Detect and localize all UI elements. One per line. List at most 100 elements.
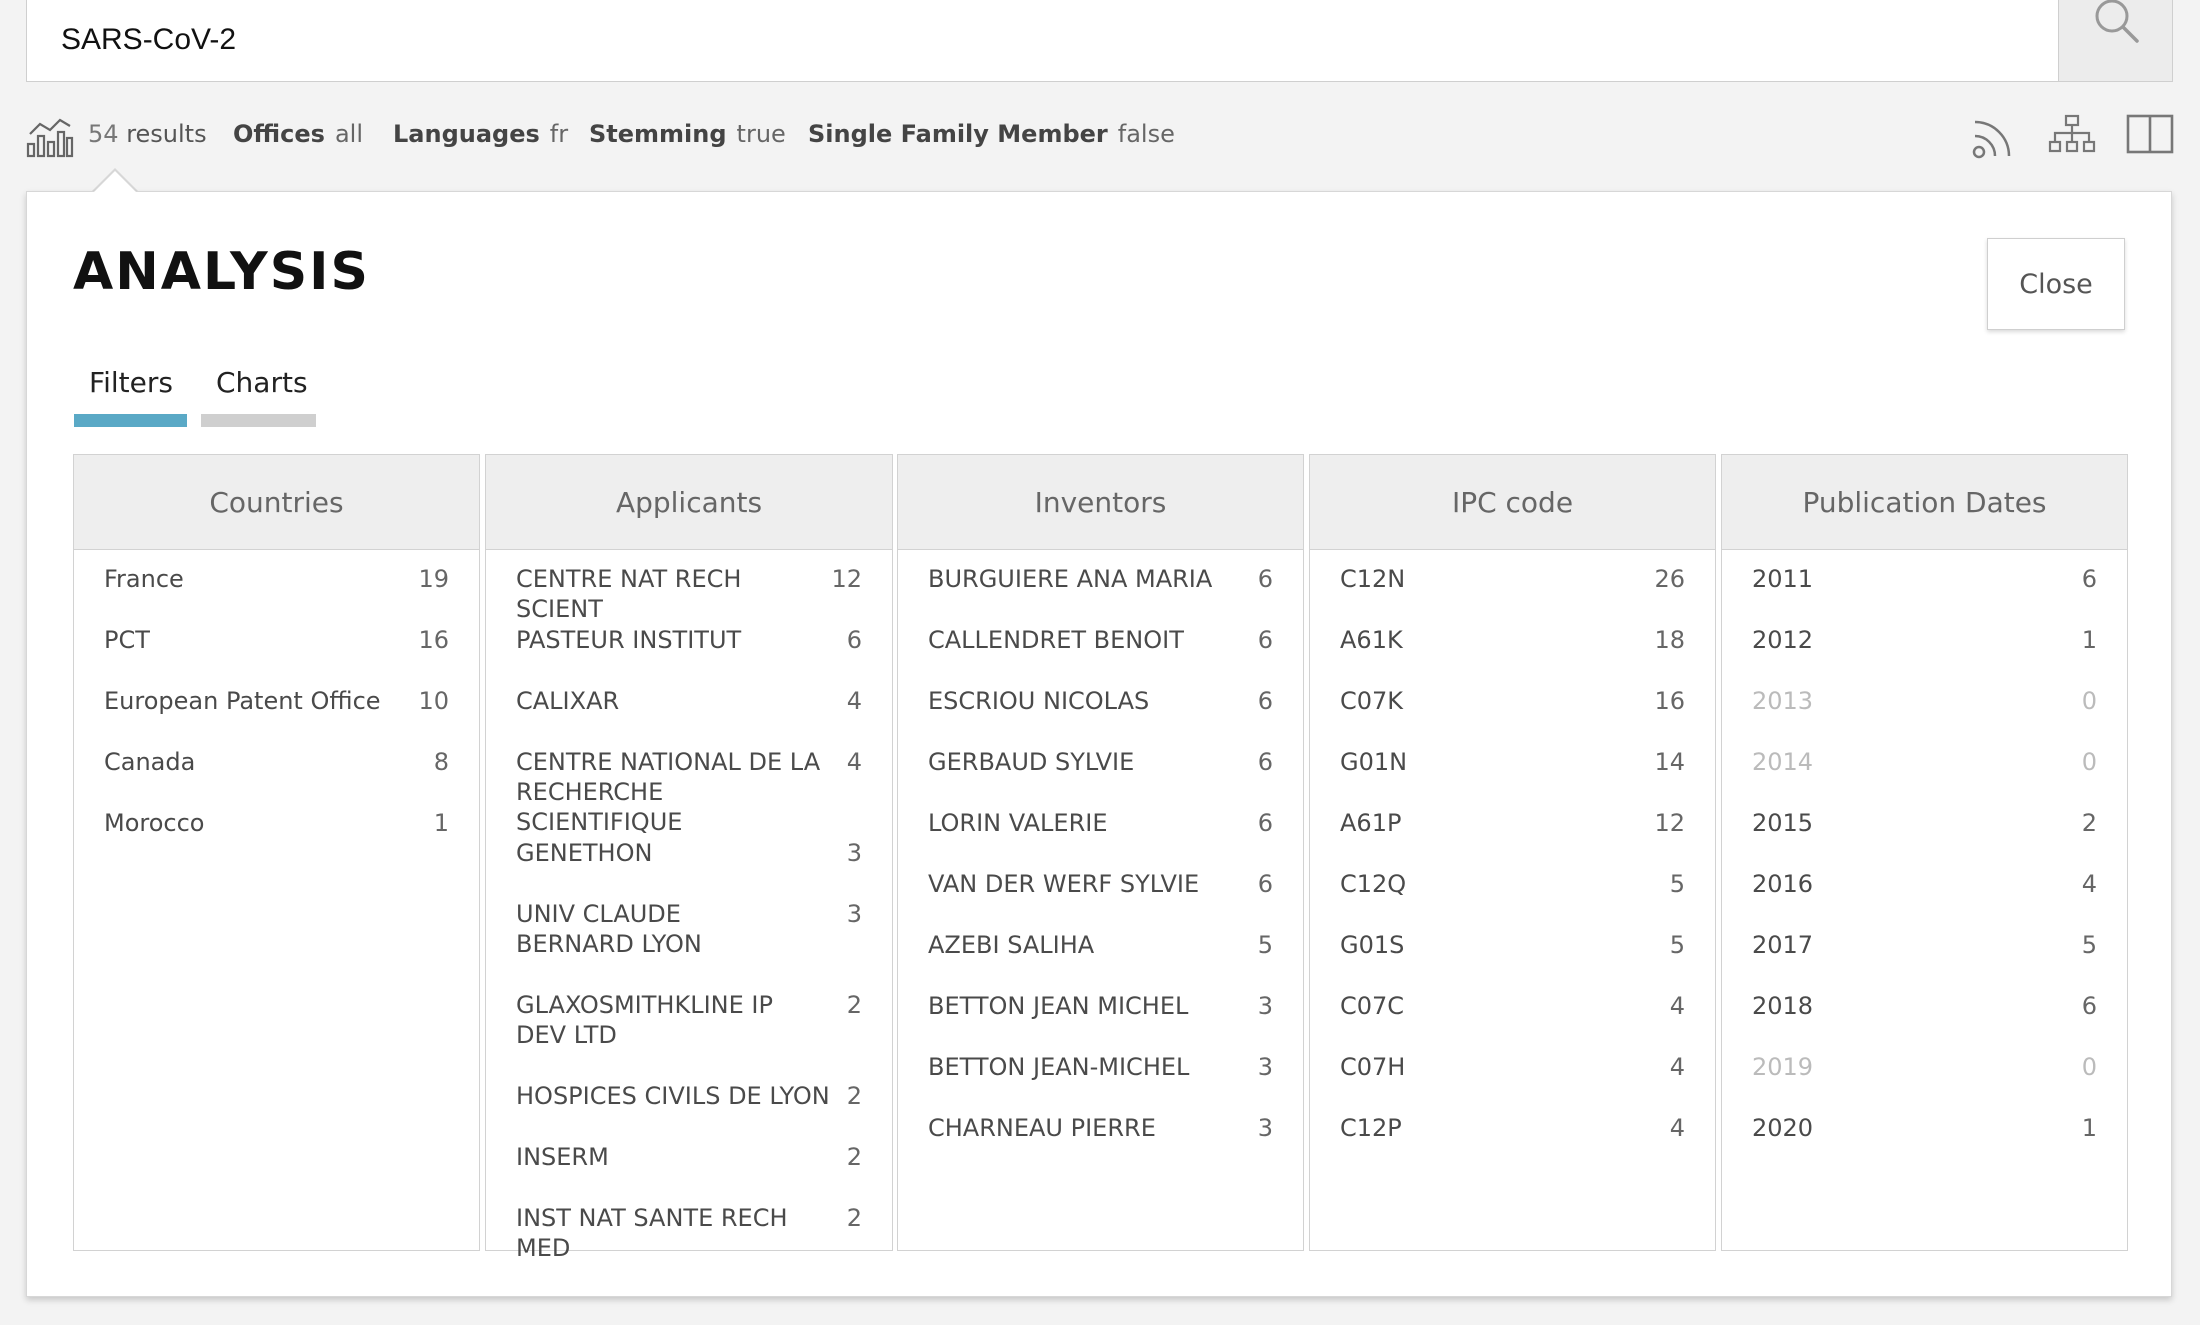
item-label: A61P <box>1340 809 1402 837</box>
item-label: C12P <box>1340 1114 1402 1142</box>
list-item[interactable]: 2015 2 <box>1722 808 2127 869</box>
list-item[interactable]: 2018 6 <box>1722 991 2127 1052</box>
list-item[interactable]: A61P 12 <box>1310 808 1715 869</box>
list-item[interactable]: European Patent Office 10 <box>74 686 479 747</box>
item-label: 2012 <box>1752 626 1814 654</box>
list-item[interactable]: BETTON JEAN MICHEL 3 <box>898 991 1303 1052</box>
item-label: A61K <box>1340 626 1403 654</box>
list-item[interactable]: CHARNEAU PIERRE 3 <box>898 1113 1303 1174</box>
hierarchy-icon[interactable] <box>2048 112 2096 156</box>
item-count: 5 <box>2081 931 2097 959</box>
list-item[interactable]: Canada 8 <box>74 747 479 808</box>
rss-icon[interactable] <box>1971 112 2021 160</box>
list-item[interactable]: UNIV CLAUDE BERNARD LYON 3 <box>486 899 892 990</box>
item-label: C07K <box>1340 687 1404 715</box>
inventors-column: Inventors BURGUIERE ANA MARIA 6 CALLENDRE… <box>897 454 1304 1251</box>
item-count: 4 <box>846 687 862 715</box>
item-label: GERBAUD SYLVIE <box>928 748 1135 776</box>
item-count: 2 <box>846 1204 862 1232</box>
list-item[interactable]: INST NAT SANTE RECH MED 2 <box>486 1203 892 1264</box>
item-label: G01S <box>1340 931 1405 959</box>
close-button[interactable]: Close <box>1987 238 2125 330</box>
languages-filter[interactable]: Languages fr <box>393 120 568 148</box>
item-count: 2 <box>846 991 862 1019</box>
results-label: results <box>126 120 207 148</box>
bar-chart-icon[interactable] <box>26 116 74 158</box>
publication-dates-header: Publication Dates <box>1722 455 2127 550</box>
list-item[interactable]: C07K 16 <box>1310 686 1715 747</box>
list-item[interactable]: LORIN VALERIE 6 <box>898 808 1303 869</box>
tab-charts[interactable]: Charts <box>216 366 308 399</box>
list-item[interactable]: 2016 4 <box>1722 869 2127 930</box>
list-item[interactable]: GERBAUD SYLVIE 6 <box>898 747 1303 808</box>
tab-filters-indicator[interactable] <box>74 414 187 427</box>
offices-value: all <box>334 120 364 148</box>
list-item[interactable]: Morocco 1 <box>74 808 479 869</box>
list-item[interactable]: 2011 6 <box>1722 564 2127 625</box>
item-label: AZEBI SALIHA <box>928 931 1095 959</box>
list-item[interactable]: 2012 1 <box>1722 625 2127 686</box>
stemming-key: Stemming <box>589 120 727 148</box>
item-label: C12Q <box>1340 870 1407 898</box>
item-count: 1 <box>2081 1114 2097 1142</box>
list-item[interactable]: France 19 <box>74 564 479 625</box>
list-item[interactable]: HOSPICES CIVILS DE LYON 2 <box>486 1081 892 1142</box>
tab-filters[interactable]: Filters <box>89 366 173 399</box>
list-item[interactable]: BETTON JEAN-MICHEL 3 <box>898 1052 1303 1113</box>
list-item[interactable]: CENTRE NATIONAL DE LA RECHERCHE SCIENTIF… <box>486 747 892 838</box>
list-item[interactable]: C12N 26 <box>1310 564 1715 625</box>
list-item[interactable]: PASTEUR INSTITUT 6 <box>486 625 892 686</box>
list-item[interactable]: G01S 5 <box>1310 930 1715 991</box>
list-item[interactable]: VAN DER WERF SYLVIE 6 <box>898 869 1303 930</box>
list-item[interactable]: CALIXAR 4 <box>486 686 892 747</box>
list-item[interactable]: 2020 1 <box>1722 1113 2127 1174</box>
item-label: C12N <box>1340 565 1406 593</box>
list-item[interactable]: C07C 4 <box>1310 991 1715 1052</box>
sfm-key: Single Family Member <box>808 120 1108 148</box>
offices-filter[interactable]: Offices all <box>233 120 363 148</box>
search-input[interactable] <box>61 0 2051 80</box>
search-button[interactable] <box>2058 0 2172 81</box>
item-count: 8 <box>433 748 449 776</box>
list-item[interactable]: PCT 16 <box>74 625 479 686</box>
item-count: 3 <box>1257 1114 1273 1142</box>
results-count: 54 results <box>88 120 207 148</box>
item-count: 12 <box>831 565 862 593</box>
item-count: 6 <box>2081 565 2097 593</box>
list-item[interactable]: CENTRE NAT RECH SCIENT 12 <box>486 564 892 625</box>
list-item[interactable]: G01N 14 <box>1310 747 1715 808</box>
split-view-icon[interactable] <box>2126 112 2174 156</box>
single-family-member-filter[interactable]: Single Family Member false <box>808 120 1175 148</box>
item-count: 6 <box>846 626 862 654</box>
list-item[interactable]: C12P 4 <box>1310 1113 1715 1174</box>
item-count: 16 <box>418 626 449 654</box>
list-item[interactable]: INSERM 2 <box>486 1142 892 1203</box>
item-label: Canada <box>104 748 196 776</box>
list-item[interactable]: ESCRIOU NICOLAS 6 <box>898 686 1303 747</box>
list-item[interactable]: GLAXOSMITHKLINE IP DEV LTD 2 <box>486 990 892 1081</box>
analysis-panel: ANALYSIS Close Filters Charts Countries … <box>26 191 2172 1297</box>
list-item[interactable]: BURGUIERE ANA MARIA 6 <box>898 564 1303 625</box>
list-item[interactable]: C12Q 5 <box>1310 869 1715 930</box>
item-label: UNIV CLAUDE BERNARD LYON <box>516 900 702 958</box>
item-count: 4 <box>846 748 862 776</box>
item-label: CALLENDRET BENOIT <box>928 626 1184 654</box>
list-item[interactable]: GENETHON 3 <box>486 838 892 899</box>
tab-charts-indicator[interactable] <box>201 414 316 427</box>
languages-value: fr <box>549 120 569 148</box>
list-item[interactable]: CALLENDRET BENOIT 6 <box>898 625 1303 686</box>
list-item[interactable]: 2017 5 <box>1722 930 2127 991</box>
item-count: 1 <box>2081 626 2097 654</box>
list-item[interactable]: AZEBI SALIHA 5 <box>898 930 1303 991</box>
item-count: 6 <box>1257 626 1273 654</box>
item-count: 4 <box>1669 1114 1685 1142</box>
stemming-filter[interactable]: Stemming true <box>589 120 786 148</box>
item-count: 19 <box>418 565 449 593</box>
offices-key: Offices <box>233 120 325 148</box>
item-label: HOSPICES CIVILS DE LYON <box>516 1082 830 1110</box>
item-label: European Patent Office <box>104 687 381 715</box>
list-item[interactable]: A61K 18 <box>1310 625 1715 686</box>
item-label: GLAXOSMITHKLINE IP DEV LTD <box>516 991 773 1049</box>
item-count: 6 <box>1257 809 1273 837</box>
list-item[interactable]: C07H 4 <box>1310 1052 1715 1113</box>
